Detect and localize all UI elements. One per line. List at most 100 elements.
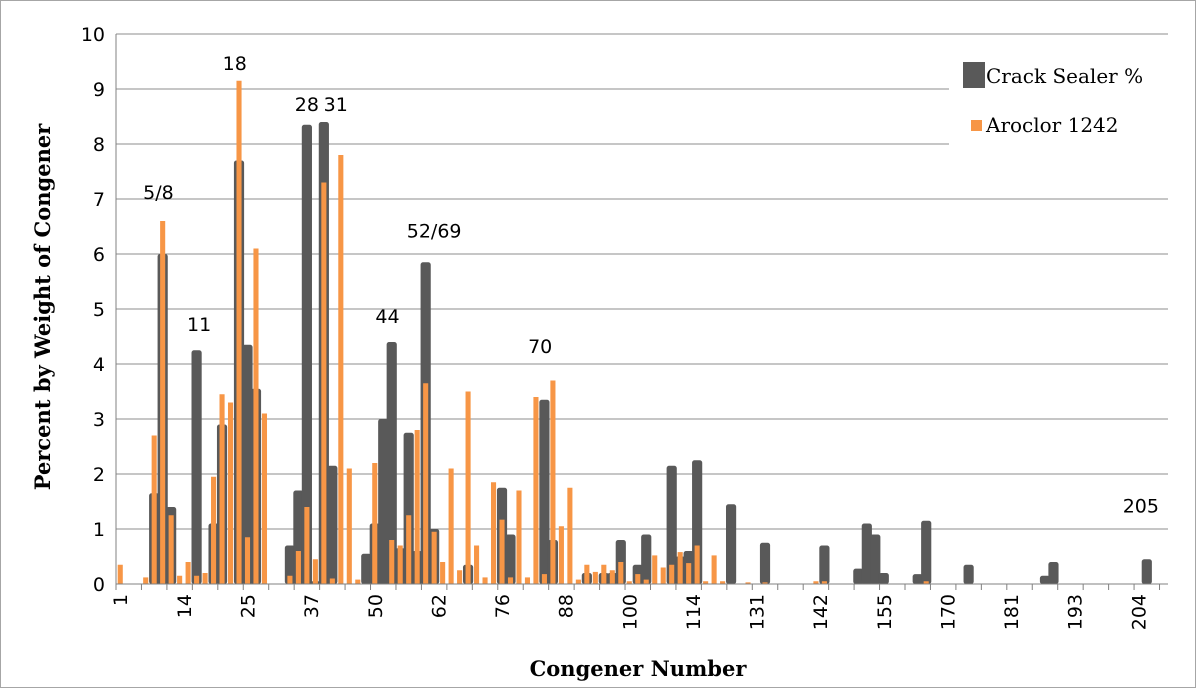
bar-crack-sealer-slot-66 [666,465,677,584]
bar-aroclor-slot-27 [338,155,344,584]
bar-aroclor-slot-96 [923,581,929,584]
bar-aroclor-slot-64 [652,555,658,584]
bar-aroclor-slot-75 [745,582,751,584]
bar-crack-sealer-slot-30 [361,553,372,584]
bar-aroclor-slot-49 [524,577,531,584]
bar-aroclor-slot-48 [516,490,522,584]
bar-aroclor-slot-39 [440,562,446,584]
y-tick-label-5: 5 [93,299,105,321]
y-tick-label-8: 8 [93,134,105,156]
bar-crack-sealer-slot-16 [242,344,253,584]
annotations: 5/8 11 18 28 31 44 52/69 70 205 [143,53,1159,518]
bar-aroclor-slot-61 [626,581,632,584]
bar-aroclor-slot-7 [168,515,174,584]
y-tick-label-10: 10 [81,24,105,46]
bar-aroclor-slot-59 [609,570,615,584]
x-tick-label-88: 88 [556,594,578,618]
bar-aroclor-slot-31 [372,463,378,584]
x-tick-label-142: 142 [810,594,832,630]
bar-aroclor-slot-29 [355,579,361,584]
legend-label-crack-sealer: Crack Sealer % [986,64,1143,88]
bar-aroclor-slot-22 [295,551,301,584]
x-tick-label-14: 14 [174,594,196,618]
x-tick-label-76: 76 [492,594,514,618]
y-tick-label-0: 0 [93,574,105,596]
x-tick-label-155: 155 [874,594,896,630]
y-tick-label-7: 7 [93,189,105,211]
bar-aroclor-slot-33 [389,540,395,584]
bar-aroclor-slot-66 [669,564,675,584]
y-tick-label-1: 1 [93,519,105,541]
bar-aroclor-slot-52 [550,380,556,584]
annotation-5-8: 5/8 [143,182,174,204]
bar-aroclor-slot-44 [482,577,488,584]
bar-aroclor-slot-46 [499,519,505,584]
bar-aroclor-slot-15 [236,80,242,584]
bar-aroclor-slot-67 [677,552,683,584]
bar-aroclor-slot-60 [618,562,624,584]
bar-aroclor-slot-41 [457,570,463,584]
bar-aroclor-slot-65 [660,567,666,584]
x-tick-label-62: 62 [428,594,450,618]
x-tick-label-100: 100 [619,594,641,630]
bar-aroclor-slot-35 [406,515,412,584]
bar-aroclor-slot-26 [329,578,335,584]
bar-aroclor-slot-51 [541,574,547,584]
legend-swatch-aroclor [971,120,982,131]
bar-aroclor-slot-63 [643,579,649,584]
bar-crack-sealer-slot-32 [378,419,389,584]
x-tick-label-193: 193 [1065,594,1087,630]
bar-aroclor-slot-13 [219,394,225,584]
y-axis-title: Percent by Weight of Congener [30,123,55,490]
bar-crack-sealer-slot-91 [878,573,889,584]
bar-aroclor-slot-1 [117,564,123,584]
bar-aroclor-slot-8 [177,575,183,584]
bar-crack-sealer-slot-101 [963,564,974,584]
y-tick-label-6: 6 [93,244,105,266]
bar-aroclor-slot-42 [465,391,471,584]
annotation-52-69: 52/69 [407,221,462,243]
bar-crack-sealer-slot-73 [725,504,737,584]
bar-aroclor-slot-16 [244,537,251,584]
x-tick-label-204: 204 [1128,594,1150,630]
bars [117,80,1152,584]
gridlines [116,33,1168,530]
bar-crack-sealer-slot-23 [301,124,312,584]
bar-aroclor-slot-43 [474,545,480,584]
bar-crack-sealer-slot-89 [861,523,872,584]
bar-aroclor-slot-77 [762,582,768,584]
y-tick-label-9: 9 [93,79,105,101]
bar-aroclor-slot-70 [703,581,709,584]
bar-aroclor-slot-4 [143,577,149,584]
bar-aroclor-slot-11 [202,573,208,584]
bar-aroclor-slot-14 [227,402,234,584]
x-tick-label-131: 131 [747,594,769,630]
bar-aroclor-slot-5 [151,435,157,584]
y-tick-label-3: 3 [93,409,105,431]
bar-aroclor-slot-56 [584,564,590,584]
bar-crack-sealer-slot-110 [1039,575,1051,584]
bar-aroclor-slot-21 [287,575,293,584]
bar-aroclor-slot-71 [711,555,717,584]
bar-aroclor-slot-23 [304,507,310,584]
bar-crack-sealer-slot-95 [912,574,923,584]
bar-crack-sealer-slot-122 [1141,559,1152,584]
bar-aroclor-slot-68 [686,563,692,584]
bar-aroclor-slot-40 [448,468,454,584]
bar-aroclor-slot-17 [253,248,259,584]
bar-aroclor-slot-84 [821,581,827,584]
bar-aroclor-slot-37 [423,383,429,584]
annotation-11: 11 [187,314,211,336]
bar-crack-sealer-slot-90 [870,534,881,584]
x-tick-label-50: 50 [365,594,387,618]
legend-swatch-crack-sealer [963,62,985,88]
bar-crack-sealer-slot-47 [505,534,516,584]
bar-aroclor-slot-18 [261,413,268,584]
annotation-28: 28 [295,94,319,116]
bar-crack-sealer-slot-111 [1048,562,1059,584]
bar-aroclor-slot-50 [533,397,539,584]
bar-aroclor-slot-47 [507,577,514,584]
bar-crack-sealer-slot-10 [191,350,202,584]
